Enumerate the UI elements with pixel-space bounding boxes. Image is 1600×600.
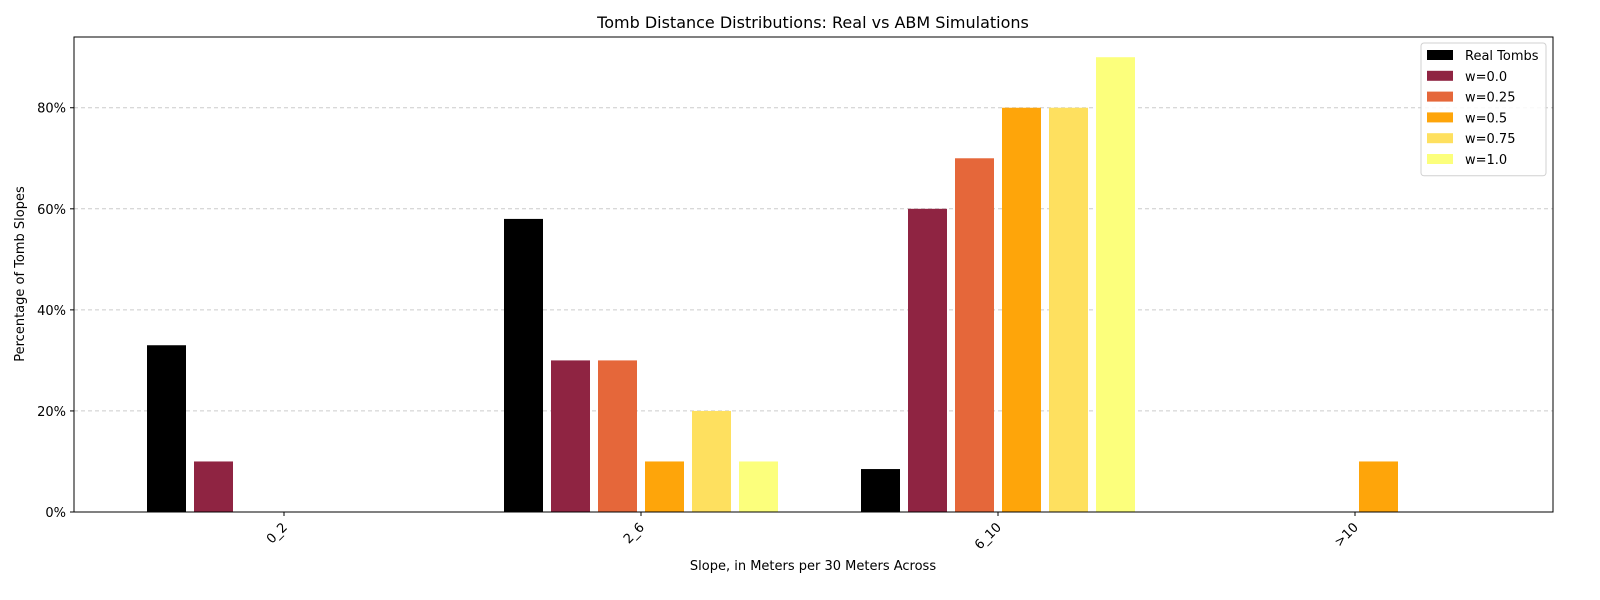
y-tick-label: 20% <box>37 405 66 420</box>
legend-swatch <box>1427 112 1453 123</box>
bar <box>504 218 543 512</box>
bar <box>1359 461 1398 512</box>
x-tick-label: 2_6 <box>621 520 648 547</box>
bar <box>1002 107 1041 512</box>
legend-swatch <box>1427 91 1453 102</box>
bar <box>645 461 684 512</box>
x-axis-label: Slope, in Meters per 30 Meters Across <box>690 559 936 574</box>
bar <box>1049 107 1088 512</box>
legend-swatch <box>1427 133 1453 144</box>
x-tick-label: 0_2 <box>264 520 291 547</box>
y-axis-label: Percentage of Tomb Slopes <box>13 186 28 362</box>
bar <box>551 360 590 512</box>
x-axis: 0_2 2_6 6_10 >10 <box>264 512 1362 553</box>
legend-label: w=0.25 <box>1465 91 1515 106</box>
plot-frame <box>73 36 1554 513</box>
bar <box>692 410 731 512</box>
chart-title: Tomb Distance Distributions: Real vs ABM… <box>596 13 1029 32</box>
bar <box>739 461 778 512</box>
bar <box>1096 57 1135 512</box>
bars-layer <box>147 57 1398 512</box>
x-tick-label: >10 <box>1332 520 1362 550</box>
grid-layer <box>74 107 1553 412</box>
y-tick-label: 80% <box>37 102 66 117</box>
y-tick-label: 60% <box>37 203 66 218</box>
legend-label: w=0.0 <box>1465 70 1507 85</box>
legend-label: w=0.5 <box>1465 111 1507 126</box>
legend: Real Tombs w=0.0 w=0.25 w=0.5 w=0.75 w=1.0 <box>1420 42 1547 177</box>
y-tick-label: 0% <box>45 506 66 521</box>
bar <box>147 345 186 512</box>
y-axis: 0% 20% 40% 60% 80% <box>37 102 74 521</box>
x-tick-label: 6_10 <box>972 520 1005 553</box>
legend-label: w=0.75 <box>1465 132 1515 147</box>
legend-swatch <box>1427 154 1453 164</box>
bar <box>598 360 637 512</box>
bar <box>955 158 994 512</box>
legend-label: Real Tombs <box>1465 49 1539 64</box>
y-tick-label: 40% <box>37 304 66 319</box>
bar <box>861 469 900 512</box>
legend-label: w=1.0 <box>1465 153 1507 168</box>
bar <box>194 461 233 512</box>
legend-swatch <box>1427 50 1453 60</box>
legend-swatch <box>1427 70 1453 81</box>
bar <box>908 208 947 512</box>
